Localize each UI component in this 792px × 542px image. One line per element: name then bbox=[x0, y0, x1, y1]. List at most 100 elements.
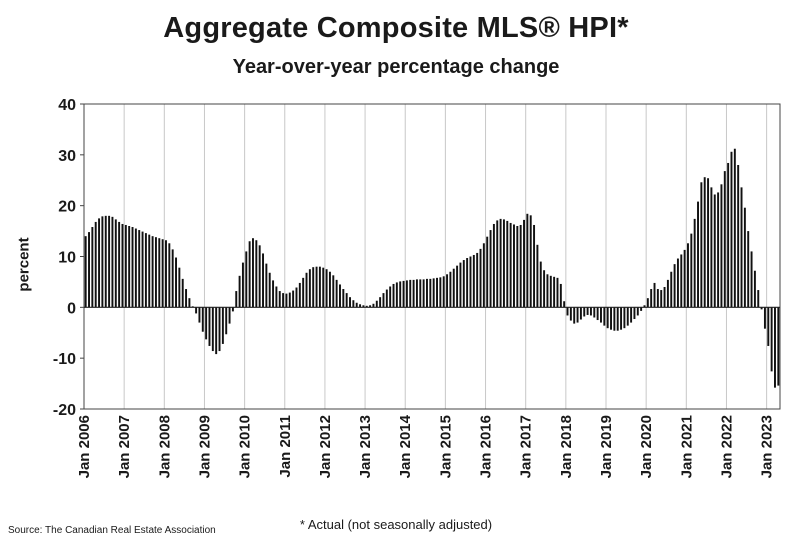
bar bbox=[221, 307, 224, 344]
bar bbox=[114, 219, 117, 308]
bar bbox=[302, 277, 305, 308]
bar bbox=[707, 178, 710, 308]
bar bbox=[750, 251, 753, 308]
bar bbox=[559, 283, 562, 308]
bar bbox=[409, 279, 412, 308]
bar bbox=[710, 187, 713, 308]
bar bbox=[412, 279, 415, 308]
bar bbox=[101, 216, 104, 308]
bar bbox=[492, 223, 495, 308]
bar bbox=[446, 274, 449, 308]
bar bbox=[519, 224, 522, 308]
bar bbox=[603, 307, 606, 326]
bar bbox=[482, 243, 485, 308]
bar bbox=[392, 283, 395, 308]
bar bbox=[646, 298, 649, 308]
bar bbox=[295, 287, 298, 308]
bar bbox=[272, 280, 275, 308]
y-tick-labels: 40 30 20 10 0 -10 -20 bbox=[53, 97, 76, 419]
bar bbox=[569, 307, 572, 321]
bar bbox=[178, 267, 181, 308]
bar bbox=[643, 305, 646, 308]
x-tick-label: Jan 2006 bbox=[76, 415, 93, 478]
bar bbox=[656, 289, 659, 308]
bar bbox=[305, 272, 308, 308]
bar bbox=[395, 282, 398, 308]
bar bbox=[252, 238, 254, 308]
x-tick-label: Jan 2014 bbox=[397, 414, 414, 478]
bar bbox=[359, 304, 362, 308]
bar bbox=[181, 278, 184, 308]
x-tick-label: Jan 2012 bbox=[317, 415, 334, 478]
bar bbox=[282, 293, 285, 308]
bar bbox=[680, 254, 683, 308]
bar bbox=[676, 258, 679, 308]
y-tick-label: 10 bbox=[58, 250, 76, 267]
bar bbox=[462, 260, 465, 308]
bar bbox=[763, 307, 766, 329]
chart-title: Aggregate Composite MLS® HPI* bbox=[163, 12, 629, 44]
bar bbox=[268, 272, 271, 308]
bar bbox=[613, 307, 616, 331]
x-tick-label: Jan 2010 bbox=[237, 415, 254, 478]
bar bbox=[499, 218, 502, 308]
bar bbox=[238, 275, 241, 308]
bar bbox=[586, 307, 589, 315]
bar bbox=[345, 293, 348, 308]
chart-subtitle: Year-over-year percentage change bbox=[232, 56, 560, 78]
bar bbox=[666, 279, 669, 308]
bar bbox=[372, 303, 375, 308]
bar bbox=[526, 213, 529, 308]
bar bbox=[673, 264, 676, 308]
bar bbox=[165, 240, 167, 308]
bar bbox=[218, 307, 221, 352]
bar bbox=[630, 307, 633, 323]
x-tick-label: Jan 2015 bbox=[437, 415, 454, 478]
bar bbox=[733, 148, 736, 308]
bar bbox=[144, 233, 147, 308]
x-tick-label: Jan 2013 bbox=[357, 415, 374, 478]
bar bbox=[533, 224, 536, 308]
bar bbox=[556, 277, 559, 308]
bar bbox=[700, 182, 703, 308]
y-tick-label: 0 bbox=[67, 300, 76, 317]
bar bbox=[650, 289, 653, 308]
bar bbox=[141, 231, 144, 308]
bar bbox=[523, 219, 525, 308]
x-tick-label: Jan 2017 bbox=[518, 415, 535, 478]
x-tick-label: Jan 2019 bbox=[598, 415, 615, 478]
bar bbox=[476, 252, 479, 308]
bar bbox=[118, 221, 121, 308]
bar bbox=[349, 297, 351, 308]
bar bbox=[288, 292, 291, 308]
bar bbox=[757, 290, 760, 308]
bar bbox=[717, 192, 720, 308]
bar bbox=[576, 307, 579, 323]
bar bbox=[298, 282, 301, 308]
bar bbox=[415, 279, 418, 308]
bar bbox=[687, 243, 689, 308]
bar bbox=[88, 232, 90, 308]
bar bbox=[168, 243, 171, 308]
bar bbox=[429, 278, 432, 308]
bar bbox=[620, 307, 623, 330]
bar bbox=[432, 278, 435, 308]
bar bbox=[502, 219, 505, 308]
bar bbox=[318, 266, 321, 308]
bar bbox=[375, 300, 378, 308]
bar bbox=[660, 290, 663, 308]
bar bbox=[549, 275, 552, 308]
bar bbox=[228, 307, 231, 324]
bar bbox=[636, 307, 639, 316]
bar bbox=[248, 241, 251, 308]
bar bbox=[469, 256, 472, 308]
bar bbox=[379, 297, 382, 308]
bar bbox=[94, 221, 97, 308]
bar bbox=[546, 274, 549, 308]
bar bbox=[640, 307, 643, 311]
bar bbox=[148, 234, 151, 308]
bar bbox=[663, 287, 666, 308]
bar bbox=[479, 248, 482, 308]
bar bbox=[342, 289, 345, 308]
bar bbox=[265, 263, 268, 308]
